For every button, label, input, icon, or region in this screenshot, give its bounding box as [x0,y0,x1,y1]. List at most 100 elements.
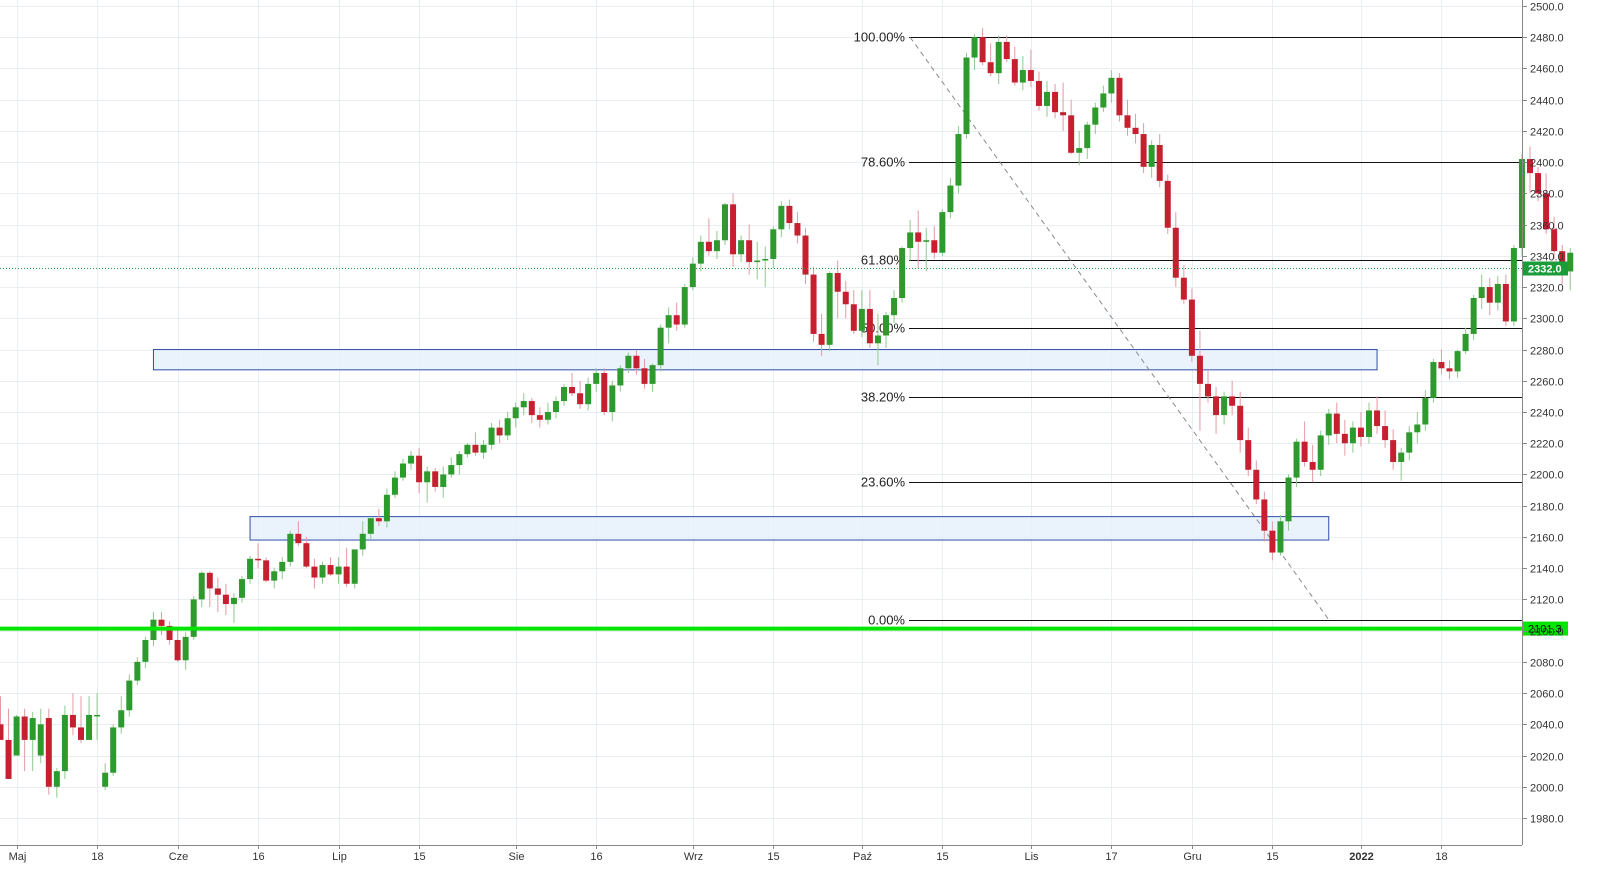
candle-up [617,365,624,392]
candle-body [1003,41,1010,60]
candle-up [383,488,390,528]
candle-body [311,566,318,578]
candle-body [722,204,728,241]
y-tick-label: 2220.0 [1530,439,1564,451]
candle-up [359,521,366,556]
candle-up [110,724,117,776]
candle-down [577,380,584,409]
candle-body [834,273,841,292]
candle-up [118,696,125,734]
candle-body [496,427,503,436]
candle-down [69,693,76,736]
candle-down [1535,166,1542,202]
candle-body [230,597,237,605]
candle-up [947,177,954,219]
x-tick-label: Paź [853,851,872,863]
candle-up [134,657,141,686]
candle-body [448,465,455,475]
candle-up [585,377,592,411]
candle-up [657,324,664,372]
candle-body [1092,107,1099,125]
y-tick-label: 2500.0 [1530,2,1564,14]
candle-body [617,368,624,386]
candle-body [512,407,519,419]
candle-down [1301,421,1308,467]
candle-body [1108,77,1115,94]
x-tick-label: Lip [332,851,347,863]
candle-body [866,308,873,344]
candle-body [923,240,930,242]
candle-up [239,575,245,603]
candle-body [190,599,197,637]
candle-up [1518,154,1525,256]
candle-body [1325,413,1332,436]
candle-body [295,533,302,544]
candle-body [118,710,125,728]
candle-up [190,596,197,640]
candle-body [1341,433,1348,444]
candle-up [1044,80,1050,117]
candle-body [858,308,865,331]
candle-down [1374,396,1381,434]
candle-down [1140,123,1147,174]
candle-up [963,52,970,139]
candle-down [705,218,712,256]
candle-body [263,560,270,581]
candle-up [37,708,44,764]
candle-body [810,274,817,334]
candle-body [1438,362,1445,369]
candle-body [1535,173,1542,194]
candle-body [593,372,600,384]
candle-body [1414,424,1421,433]
candle-down [5,708,12,779]
candle-body [1446,368,1453,372]
candle-body [681,287,688,325]
candle-up [874,313,881,366]
candle-up [625,352,632,373]
candle-up [995,35,1002,85]
candle-body [1221,396,1228,416]
candle-body [552,401,559,412]
candle-body [198,572,205,600]
candle-body [134,661,141,681]
x-tick-label: Lis [1024,851,1039,863]
y-tick-label: 2440.0 [1530,96,1564,108]
candle-down [1035,71,1042,111]
candle-down [1309,444,1316,483]
candle-up [891,290,898,323]
y-tick-label: 2360.0 [1530,221,1564,233]
candle-up [94,693,101,740]
x-tick-label: 15 [413,851,425,863]
candle-body [206,572,213,589]
candle-up [367,518,374,541]
candle-body [915,232,922,242]
y-tick-label: 2040.0 [1530,720,1564,732]
candle-up [1406,426,1413,461]
candle-up [1108,70,1115,103]
candle-body [440,474,447,487]
candle-down [842,280,849,319]
candle-body [802,235,809,275]
x-tick-label: 15 [767,851,779,863]
x-tick-label: Maj [9,851,27,863]
candle-up [1430,358,1437,403]
x-tick-label: Wrz [684,851,703,863]
candle-body [102,772,109,787]
candle-up [86,696,93,740]
candle-body [1132,127,1139,135]
candle-body [850,304,857,331]
candle-up [1277,515,1284,556]
candle-down [979,27,986,66]
candle-up [488,422,495,450]
candle-down [1213,387,1220,434]
candle-up [1414,412,1421,444]
candle-up [858,290,865,338]
candle-body [899,248,906,299]
candle-body [391,477,398,495]
candle-up [738,235,745,263]
candle-body [1317,435,1324,470]
candle-down [1027,49,1034,88]
candle-body [1543,193,1550,230]
candle-up [561,383,567,406]
